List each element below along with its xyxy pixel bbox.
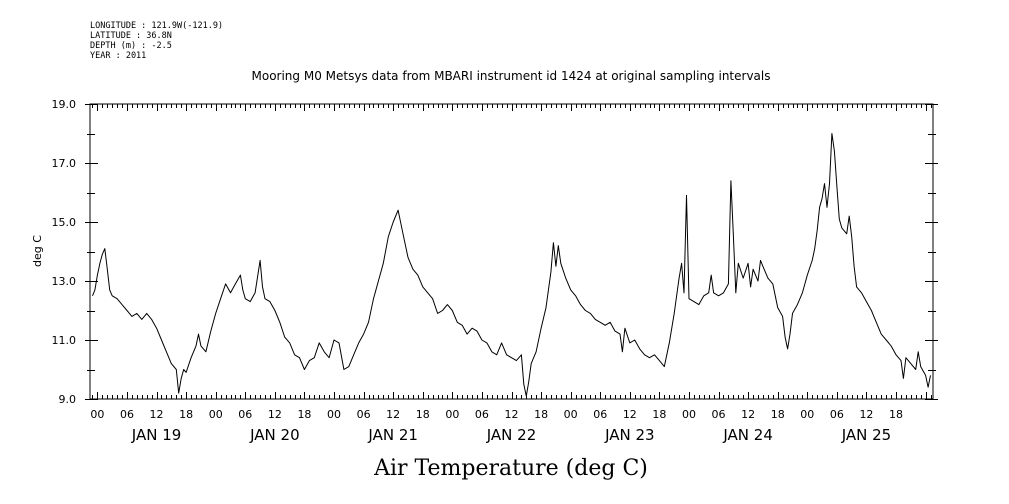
x-hour-tick-label: 06 (475, 408, 489, 421)
x-hour-tick-label: 00 (327, 408, 341, 421)
x-hour-tick-label: 00 (209, 408, 223, 421)
metadata-block: LONGITUDE : 121.9W(-121.9) LATITUDE : 36… (90, 21, 223, 61)
x-hour-tick-label: 12 (623, 408, 637, 421)
x-hour-tick-label: 00 (445, 408, 459, 421)
year-text: YEAR : 2011 (90, 51, 147, 61)
x-day-label: JAN 25 (841, 426, 892, 444)
x-axis-label: Air Temperature (deg C) (373, 456, 648, 481)
x-day-label: JAN 23 (604, 426, 655, 444)
x-hour-tick-label: 18 (889, 408, 903, 421)
x-hour-tick-label: 18 (416, 408, 430, 421)
x-hour-tick-label: 12 (741, 408, 755, 421)
x-hour-tick-label: 18 (652, 408, 666, 421)
x-hour-tick-label: 00 (90, 408, 104, 421)
x-hour-tick-label: 06 (357, 408, 371, 421)
x-hour-tick-label: 18 (179, 408, 193, 421)
y-tick-label: 19.0 (52, 98, 77, 111)
y-tick-label: 17.0 (52, 157, 77, 170)
axis-tick-labels: 9.0 11.0 13.0 15.0 17.0 19.0 00 06 12 18 00 06 12 18 0… (52, 98, 904, 444)
x-hour-tick-label: 12 (386, 408, 400, 421)
x-hour-tick-label: 06 (120, 408, 134, 421)
x-hour-tick-label: 00 (800, 408, 814, 421)
x-hour-tick-label: 18 (297, 408, 311, 421)
x-hour-tick-label: 06 (712, 408, 726, 421)
chart-title: Mooring M0 Metsys data from MBARI instru… (252, 69, 771, 83)
series-layer (92, 133, 931, 397)
longitude-text: LONGITUDE : 121.9W(-121.9) (90, 21, 224, 31)
y-tick-label: 9.0 (59, 393, 77, 406)
x-hour-tick-label: 00 (564, 408, 578, 421)
x-day-label: JAN 19 (131, 426, 182, 444)
x-hour-tick-label: 12 (268, 408, 282, 421)
x-hour-tick-label: 06 (593, 408, 607, 421)
x-hour-tick-label: 18 (771, 408, 785, 421)
plot-frame (89, 103, 934, 400)
latitude-text: LATITUDE : 36.8N (90, 31, 172, 41)
y-axis-label: deg C (31, 235, 44, 267)
x-hour-tick-label: 12 (505, 408, 519, 421)
x-hour-tick-label: 00 (682, 408, 696, 421)
x-day-label: JAN 20 (249, 426, 300, 444)
x-hour-tick-label: 12 (859, 408, 873, 421)
x-day-label: JAN 22 (486, 426, 537, 444)
x-hour-tick-label: 18 (534, 408, 548, 421)
axis-ticks (85, 104, 938, 400)
x-day-label: JAN 24 (722, 426, 773, 444)
x-day-label: JAN 21 (367, 426, 418, 444)
y-tick-label: 15.0 (52, 216, 77, 229)
y-tick-label: 13.0 (52, 275, 77, 288)
depth-text: DEPTH (m) : -2.5 (90, 41, 172, 51)
x-hour-tick-label: 12 (150, 408, 164, 421)
x-hour-tick-label: 06 (238, 408, 252, 421)
air-temperature-series-line (92, 133, 931, 397)
x-hour-tick-label: 06 (830, 408, 844, 421)
y-tick-label: 11.0 (52, 334, 77, 347)
